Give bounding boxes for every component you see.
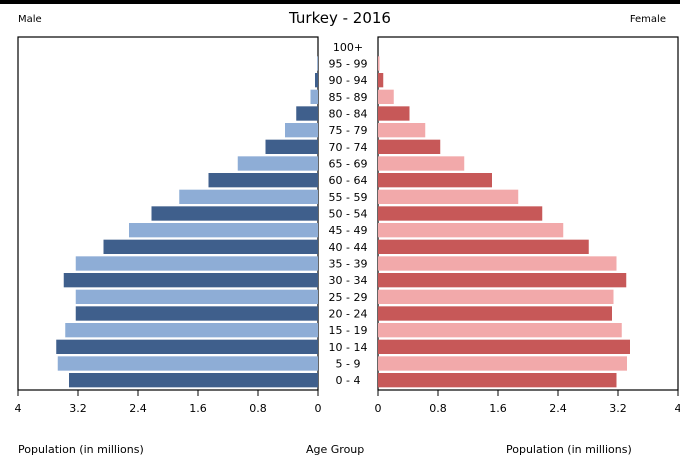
male-tick-label: 4 bbox=[15, 402, 22, 415]
age-group-label: 70 - 74 bbox=[329, 141, 368, 154]
female-bar bbox=[378, 56, 380, 71]
age-group-label: 100+ bbox=[333, 41, 363, 54]
female-bar bbox=[378, 106, 410, 121]
male-bar bbox=[75, 289, 318, 304]
male-tick-label: 0.8 bbox=[249, 402, 267, 415]
female-bar bbox=[378, 323, 622, 338]
male-bar bbox=[296, 106, 318, 121]
female-bar bbox=[378, 189, 519, 204]
male-tick-label: 0 bbox=[315, 402, 322, 415]
age-group-label: 10 - 14 bbox=[329, 341, 368, 354]
male-bar bbox=[208, 173, 318, 188]
female-tick-label: 2.4 bbox=[549, 402, 567, 415]
male-bar bbox=[317, 56, 318, 71]
female-bar bbox=[378, 139, 441, 154]
female-bar bbox=[378, 206, 543, 221]
male-bar bbox=[63, 273, 318, 288]
male-tick-label: 1.6 bbox=[189, 402, 207, 415]
male-tick-label: 3.2 bbox=[69, 402, 87, 415]
age-group-label: 15 - 19 bbox=[329, 324, 368, 337]
female-tick-label: 0 bbox=[375, 402, 382, 415]
male-bar bbox=[103, 239, 318, 254]
chart-title: Turkey - 2016 bbox=[289, 9, 391, 27]
age-group-label: 60 - 64 bbox=[329, 174, 368, 187]
female-bar bbox=[378, 339, 630, 354]
female-bar bbox=[378, 306, 612, 321]
male-bar bbox=[237, 156, 318, 171]
age-group-label: 90 - 94 bbox=[329, 74, 368, 87]
female-bar bbox=[378, 239, 589, 254]
male-bar bbox=[57, 356, 318, 371]
male-tick-label: 2.4 bbox=[129, 402, 147, 415]
age-group-label: 25 - 29 bbox=[329, 291, 368, 304]
age-group-label: 45 - 49 bbox=[329, 224, 368, 237]
female-bar bbox=[378, 289, 614, 304]
age-group-label: 85 - 89 bbox=[329, 91, 368, 104]
female-bar bbox=[378, 156, 465, 171]
male-bar bbox=[75, 306, 318, 321]
female-bar bbox=[378, 256, 617, 271]
male-bar bbox=[265, 139, 318, 154]
male-bar bbox=[69, 373, 318, 388]
female-bar bbox=[378, 173, 492, 188]
female-tick-label: 3.2 bbox=[609, 402, 627, 415]
age-group-axis-title: Age Group bbox=[306, 443, 365, 456]
male-bar bbox=[129, 223, 318, 238]
age-group-label: 50 - 54 bbox=[329, 208, 368, 221]
female-bar bbox=[378, 73, 384, 88]
male-bar bbox=[285, 123, 318, 138]
male-bar bbox=[75, 256, 318, 271]
female-bar bbox=[378, 89, 394, 104]
female-label: Female bbox=[629, 14, 666, 25]
female-tick-label: 1.6 bbox=[489, 402, 507, 415]
female-bar bbox=[378, 223, 564, 238]
age-group-label: 5 - 9 bbox=[336, 358, 361, 371]
female-bar bbox=[378, 373, 617, 388]
male-bar bbox=[310, 89, 318, 104]
female-bar bbox=[378, 123, 426, 138]
age-group-label: 0 - 4 bbox=[336, 374, 361, 387]
female-bar bbox=[378, 273, 627, 288]
male-bar bbox=[179, 189, 318, 204]
right-axis-title: Population (in millions) bbox=[506, 443, 632, 456]
top-border bbox=[0, 0, 680, 4]
female-bar bbox=[378, 356, 627, 371]
population-pyramid: 0 - 4 5 - 9 10 - 14 15 - 19 20 - 24 25 - 29 30… bbox=[15, 36, 680, 415]
age-group-label: 95 - 99 bbox=[329, 58, 368, 71]
age-group-label: 35 - 39 bbox=[329, 258, 368, 271]
left-axis-title: Population (in millions) bbox=[18, 443, 144, 456]
age-group-label: 65 - 69 bbox=[329, 158, 368, 171]
male-label: Male bbox=[18, 14, 42, 25]
male-bar bbox=[151, 206, 318, 221]
age-group-label: 30 - 34 bbox=[329, 274, 368, 287]
male-bar bbox=[56, 339, 318, 354]
age-group-label: 55 - 59 bbox=[329, 191, 368, 204]
age-group-label: 40 - 44 bbox=[329, 241, 368, 254]
male-bar bbox=[65, 323, 318, 338]
male-bar bbox=[315, 73, 318, 88]
female-tick-label: 0.8 bbox=[429, 402, 447, 415]
age-group-label: 80 - 84 bbox=[329, 108, 368, 121]
age-group-label: 75 - 79 bbox=[329, 124, 368, 137]
age-group-label: 20 - 24 bbox=[329, 308, 368, 321]
female-tick-label: 4 bbox=[675, 402, 680, 415]
